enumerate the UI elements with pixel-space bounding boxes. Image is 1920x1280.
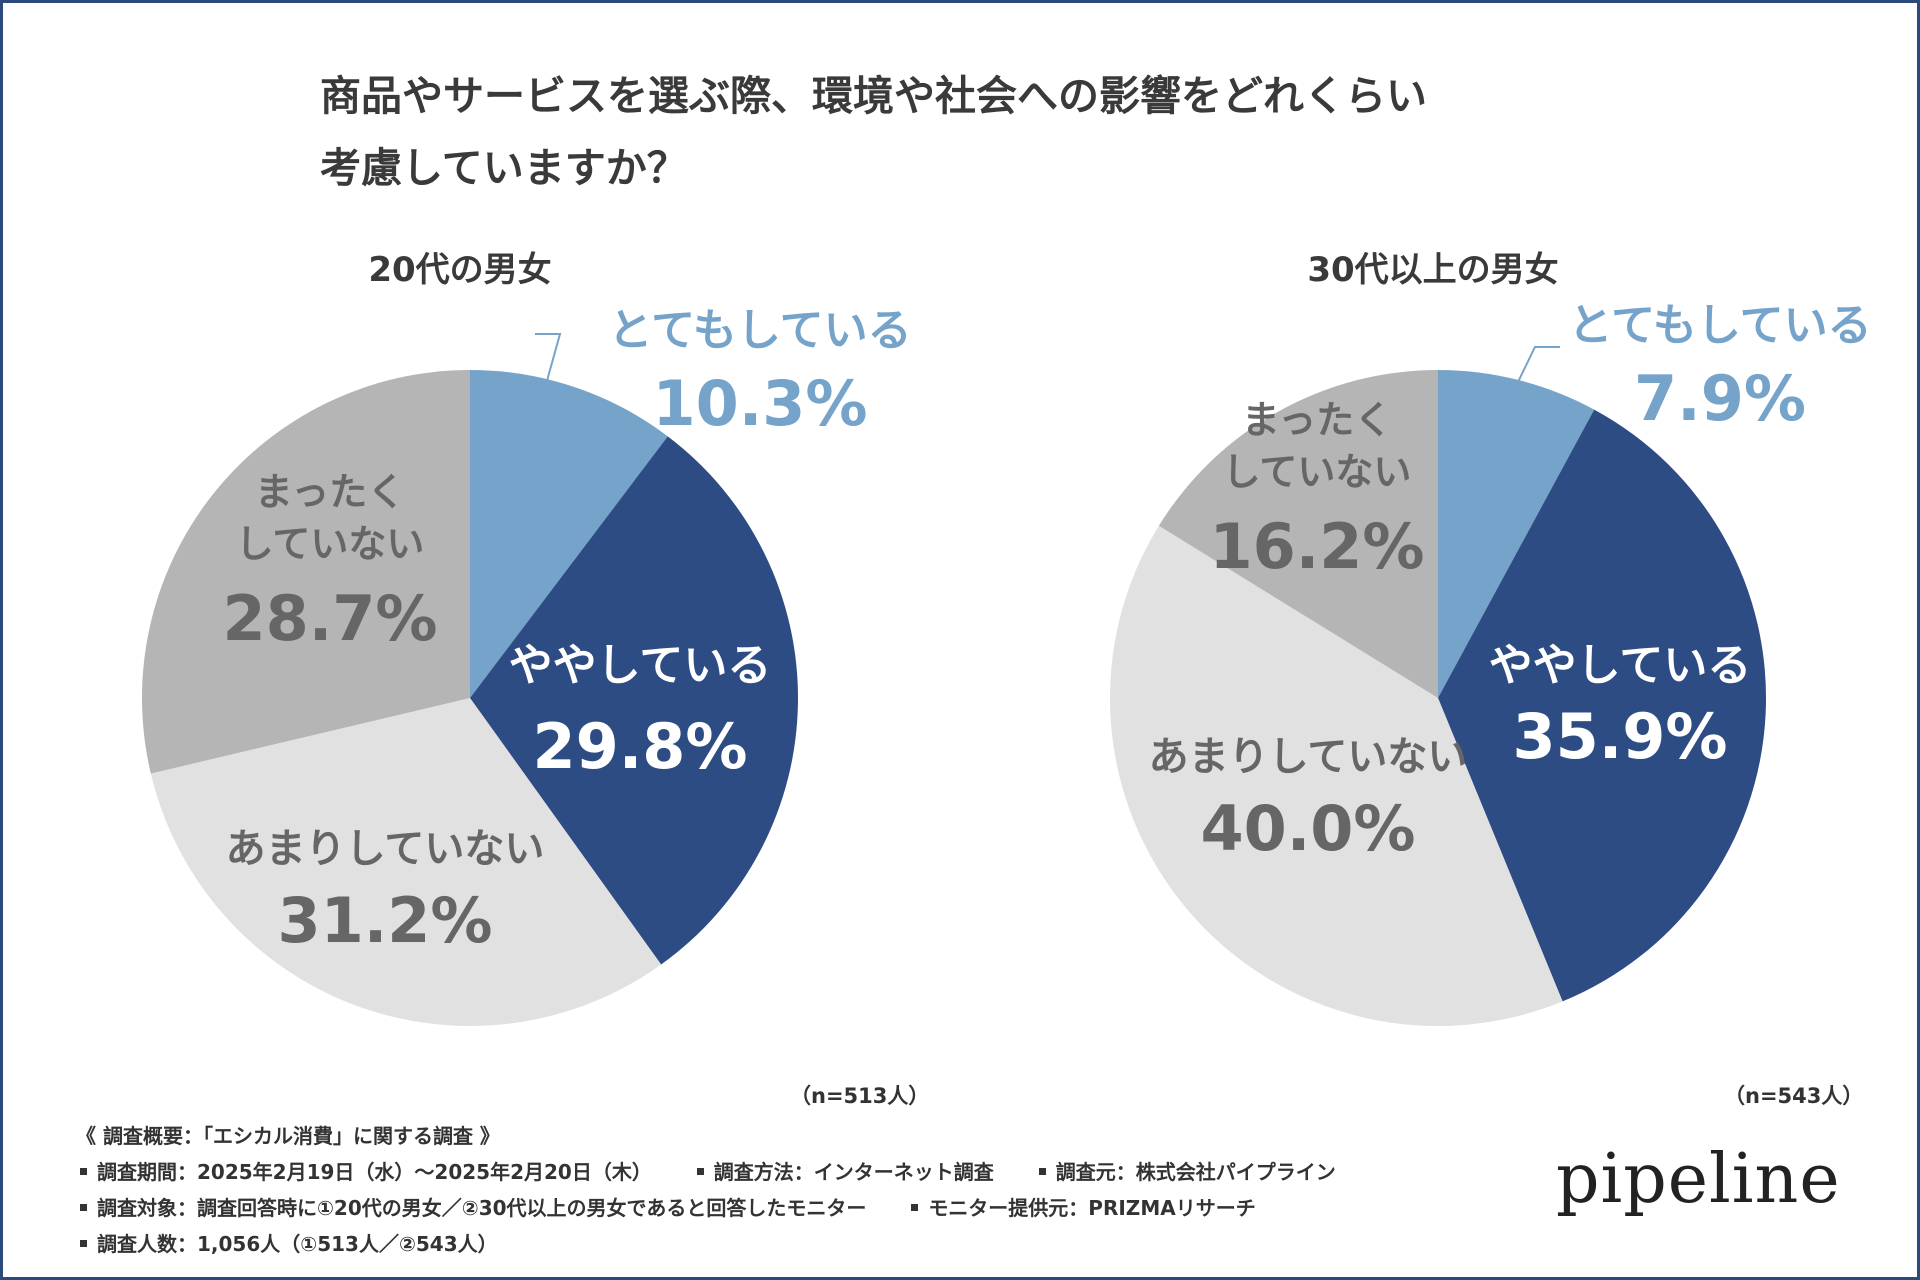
pipeline-logo: pipeline (1556, 1140, 1841, 1219)
slice-value-label: 40.0% (1200, 792, 1415, 865)
slice-value-label: 10.3% (652, 367, 867, 440)
chart-title: 30代以上の男女 (1307, 250, 1558, 290)
pie-slice (1438, 370, 1595, 698)
slice-label: とてもしている (1568, 300, 1871, 351)
survey-provider: モニター提供元：PRIZMAリサーチ (928, 1196, 1256, 1220)
slice-label: まったく (1242, 398, 1392, 442)
slice-label: ややしている (1489, 640, 1752, 691)
survey-method: 調査方法：インターネット調査 (713, 1160, 994, 1184)
slice-label: とてもしている (608, 305, 911, 356)
slice-value-label: 7.9% (1634, 362, 1806, 435)
slice-label: していない (236, 522, 425, 566)
pie-slice (1438, 409, 1767, 1002)
leader-line (1517, 346, 1560, 383)
survey-source: 調査元：株式会社パイプライン (1055, 1160, 1336, 1184)
pie-slice (1109, 525, 1563, 1027)
slice-label: ややしている (509, 640, 772, 691)
pie-slice (150, 698, 662, 1026)
title-line-1: 商品やサービスを選ぶ際、環境や社会への影響をどれくらい (320, 72, 1427, 120)
survey-target: 調査対象：調査回答時に①20代の男女／②30代以上の男女であると回答したモニター (97, 1196, 867, 1220)
slice-value-label: 31.2% (277, 884, 492, 957)
slice-label: あまりしていない (1149, 734, 1468, 780)
survey-count: 調査人数：1,056人（①513人／②543人） (97, 1232, 498, 1256)
chart-title: 20代の男女 (368, 250, 551, 290)
slice-label: まったく (255, 470, 405, 514)
survey-heading: 《 調査概要：「エシカル消費」に関する調査 》 (76, 1124, 500, 1148)
n-label-30s-plus: （n=543人） (1724, 1084, 1864, 1108)
slice-value-label: 29.8% (532, 710, 747, 783)
title-line-2: 考慮していますか？ (320, 144, 688, 192)
leader-line (535, 333, 562, 389)
slice-value-label: 16.2% (1209, 510, 1424, 583)
pie-slice (470, 370, 668, 698)
survey-period: 調査期間：2025年2月19日（水）～2025年2月20日（木） (97, 1160, 652, 1184)
pie-slice (1158, 370, 1438, 698)
slice-label: していない (1223, 450, 1412, 494)
pie-slice (470, 436, 798, 965)
survey-overview: 《 調査概要：「エシカル消費」に関する調査 》 調査期間：2025年2月19日（… (76, 1118, 1556, 1262)
slice-value-label: 35.9% (1512, 700, 1727, 773)
slice-value-label: 28.7% (222, 582, 437, 655)
slice-label: あまりしていない (226, 826, 545, 872)
page-title: 商品やサービスを選ぶ際、環境や社会への影響をどれくらい 考慮していますか？ (320, 60, 1620, 204)
pie-slice (141, 370, 470, 774)
n-label-20s: （n=513人） (790, 1084, 930, 1108)
